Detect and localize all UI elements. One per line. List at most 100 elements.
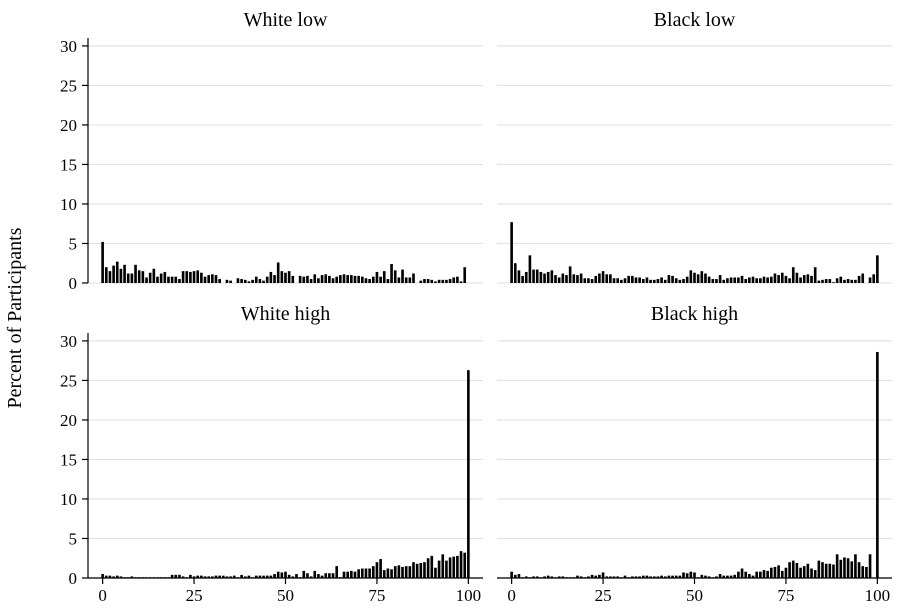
histogram-bar <box>243 576 247 578</box>
histogram-bar <box>759 571 762 578</box>
histogram-bar <box>700 271 704 283</box>
histogram-bar <box>357 569 360 578</box>
histogram-bar <box>843 279 846 283</box>
histogram-bar <box>821 279 824 283</box>
histogram-bar <box>163 271 167 283</box>
histogram-bar <box>799 567 802 578</box>
histogram-bar <box>649 279 652 283</box>
histogram-bar <box>517 270 521 283</box>
panel-white-high: White high 0 5 10 15 20 25 30 0 25 50 75 100 <box>60 303 483 605</box>
histogram-bar <box>641 279 645 283</box>
histogram-bar <box>780 272 784 283</box>
histogram-bar <box>174 574 178 578</box>
histogram-bar <box>656 279 660 283</box>
histogram-bar <box>390 264 393 283</box>
histogram-bar <box>700 574 704 578</box>
histogram-bar <box>254 575 258 578</box>
histogram-bar <box>445 279 448 283</box>
histogram-bar <box>287 574 291 578</box>
histogram-bar <box>663 576 667 578</box>
histogram-bar <box>350 570 353 578</box>
histogram-bar <box>722 279 726 283</box>
histogram-bar <box>364 568 368 578</box>
x-tick-label: 100 <box>456 586 482 605</box>
histogram-bar <box>306 573 309 578</box>
histogram-bar <box>802 566 806 578</box>
histogram-bar <box>846 558 850 578</box>
y-tick-label: 30 <box>60 37 77 56</box>
histogram-bar <box>331 573 335 578</box>
histogram-bar <box>434 281 437 283</box>
histogram-bar <box>437 560 441 578</box>
histogram-bar <box>115 261 119 283</box>
histogram-bar <box>722 575 726 578</box>
y-tick-label: 0 <box>69 274 78 293</box>
histogram-bar <box>317 574 320 578</box>
histogram-bar <box>715 279 718 283</box>
panel-title: White high <box>241 303 330 325</box>
histogram-bar <box>740 275 744 283</box>
y-tick-label: 25 <box>60 76 77 95</box>
histogram-bar <box>309 576 313 578</box>
histogram-bar <box>813 267 817 283</box>
histogram-bar <box>229 280 232 283</box>
histogram-bar <box>134 264 137 283</box>
histogram-bar <box>159 273 163 283</box>
histogram-bar <box>583 278 587 283</box>
histogram-bar <box>799 277 802 283</box>
histogram-bar <box>211 576 214 578</box>
histogram-bar <box>707 576 711 578</box>
histogram-bar <box>576 575 579 578</box>
histogram-bar <box>579 576 583 578</box>
x-tick-label: 100 <box>865 586 891 605</box>
histogram-bar <box>861 566 865 578</box>
histogram-bar <box>616 576 620 578</box>
histogram-bar <box>598 273 601 283</box>
histogram-bar <box>108 575 112 578</box>
histogram-bar <box>298 577 302 578</box>
histogram-bar <box>824 279 828 283</box>
histogram-bar <box>126 577 130 578</box>
histogram-bar <box>521 577 524 578</box>
histogram-bar <box>170 574 174 578</box>
histogram-bar <box>718 275 722 283</box>
histogram-bar <box>623 278 627 283</box>
histogram-bar <box>232 575 236 578</box>
histogram-bar <box>178 574 181 578</box>
histogram-bar <box>130 576 134 578</box>
histogram-bar <box>528 255 532 283</box>
histogram-bar <box>671 275 674 283</box>
histogram-bar <box>759 278 762 283</box>
histogram-bar <box>104 575 108 578</box>
histogram-bar <box>682 279 685 283</box>
y-tick-label: 30 <box>60 332 77 351</box>
histogram-bar <box>189 574 192 578</box>
histogram-bar <box>609 576 612 578</box>
histogram-bar <box>685 276 689 283</box>
histogram-bar <box>784 275 788 283</box>
histogram-bar <box>408 277 412 283</box>
histogram-bar <box>638 277 641 283</box>
histogram-bar <box>203 576 207 578</box>
histogram-bar <box>467 370 470 578</box>
histogram-bar <box>627 275 630 283</box>
histogram-bar <box>744 571 748 578</box>
histogram-bar <box>189 271 192 283</box>
histogram-bar <box>554 275 557 283</box>
histogram-bar <box>419 562 423 578</box>
histogram-bar <box>744 279 748 283</box>
histogram-bar <box>682 572 685 578</box>
histogram-bar <box>810 275 813 283</box>
histogram-bar <box>832 564 835 578</box>
histogram-bar <box>784 567 788 578</box>
y-tick-label: 15 <box>60 155 77 174</box>
histogram-bar <box>532 576 535 578</box>
histogram-bar <box>587 576 590 578</box>
histogram-bar <box>404 566 408 578</box>
histogram-bar <box>671 575 674 578</box>
histogram-bar <box>513 263 517 283</box>
histogram-bar <box>594 575 598 578</box>
histogram-bar <box>696 577 700 578</box>
histogram-bar <box>660 575 663 578</box>
histogram-bar <box>791 560 795 578</box>
